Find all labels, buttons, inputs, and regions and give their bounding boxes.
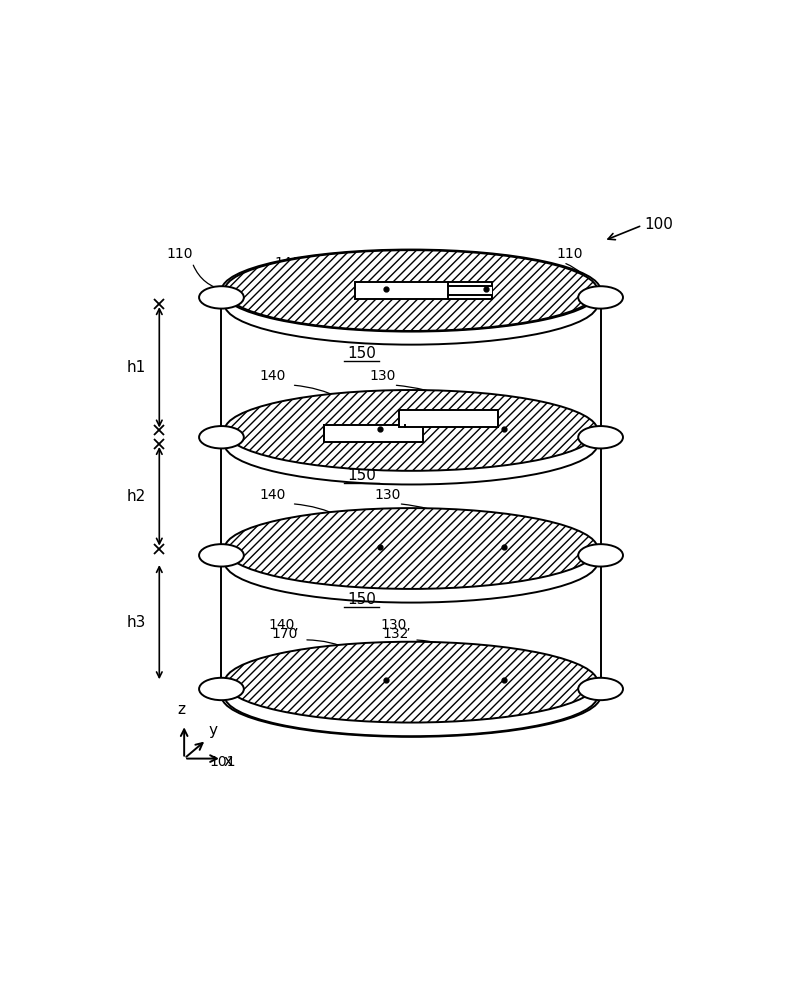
Text: 140: 140 [260, 488, 286, 502]
Text: 170: 170 [271, 627, 298, 641]
Bar [399, 410, 498, 427]
Bar [387, 526, 511, 545]
Text: 140: 140 [260, 369, 286, 383]
Ellipse shape [199, 286, 244, 309]
Text: 130,: 130, [383, 256, 414, 270]
Text: 110: 110 [167, 247, 193, 261]
Text: 150: 150 [346, 592, 376, 607]
Ellipse shape [225, 642, 597, 723]
Text: 131: 131 [385, 265, 412, 279]
Text: y: y [208, 723, 217, 738]
Text: h1: h1 [127, 360, 146, 375]
Ellipse shape [225, 508, 597, 589]
Text: 130,: 130, [381, 618, 411, 632]
Bar [448, 286, 492, 295]
Text: 150: 150 [346, 468, 376, 483]
Bar [324, 425, 423, 442]
Bar [355, 282, 492, 299]
Text: 132: 132 [383, 627, 409, 641]
Text: 150: 150 [346, 346, 376, 361]
Text: h2: h2 [127, 489, 146, 504]
Text: 140,: 140, [274, 256, 306, 270]
Ellipse shape [199, 544, 244, 567]
Text: 140,: 140, [269, 618, 300, 632]
Text: x: x [224, 754, 233, 769]
Ellipse shape [225, 390, 597, 471]
Ellipse shape [346, 676, 427, 695]
Text: 130: 130 [375, 488, 401, 502]
Ellipse shape [578, 286, 623, 309]
Text: 101: 101 [209, 755, 236, 769]
Ellipse shape [199, 426, 244, 448]
Ellipse shape [578, 426, 623, 448]
Text: h3: h3 [126, 615, 146, 630]
Ellipse shape [199, 678, 244, 700]
Text: z: z [177, 702, 185, 717]
Text: 110: 110 [557, 247, 583, 261]
Text: 130: 130 [370, 369, 396, 383]
Ellipse shape [225, 250, 597, 331]
Ellipse shape [578, 678, 623, 700]
Ellipse shape [578, 544, 623, 567]
Text: 100: 100 [644, 217, 673, 232]
Bar [311, 543, 436, 562]
Text: 160: 160 [277, 265, 303, 279]
